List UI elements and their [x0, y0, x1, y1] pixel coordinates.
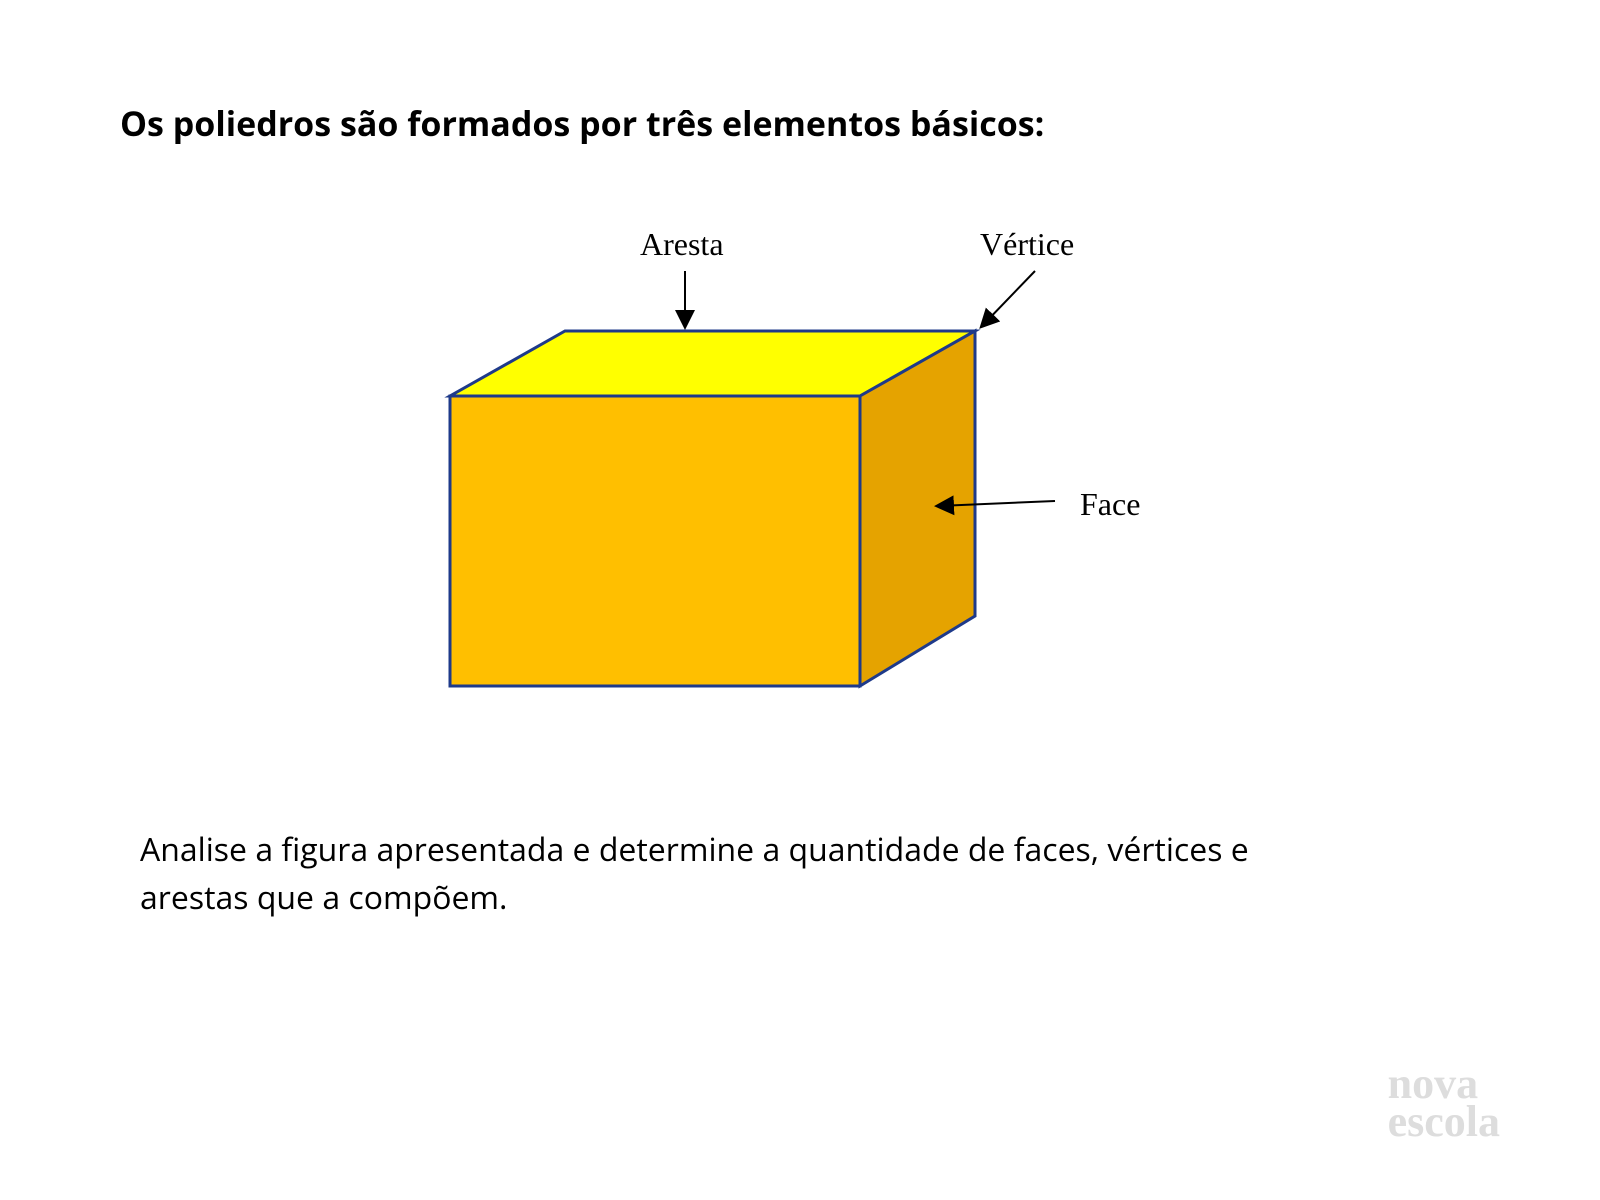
label-face: Face: [1080, 486, 1140, 523]
vertice-arrow: [982, 271, 1035, 326]
front-face: [450, 396, 860, 686]
label-vertice: Vértice: [980, 226, 1074, 263]
nova-escola-logo: nova escola: [1388, 1065, 1500, 1140]
page-title: Os poliedros são formados por três eleme…: [120, 100, 1480, 146]
polyhedron-diagram: Aresta Vértice Face: [390, 226, 1210, 746]
logo-line2: escola: [1388, 1103, 1500, 1140]
question-text: Analise a figura apresentada e determine…: [120, 826, 1480, 922]
label-aresta: Aresta: [640, 226, 724, 263]
